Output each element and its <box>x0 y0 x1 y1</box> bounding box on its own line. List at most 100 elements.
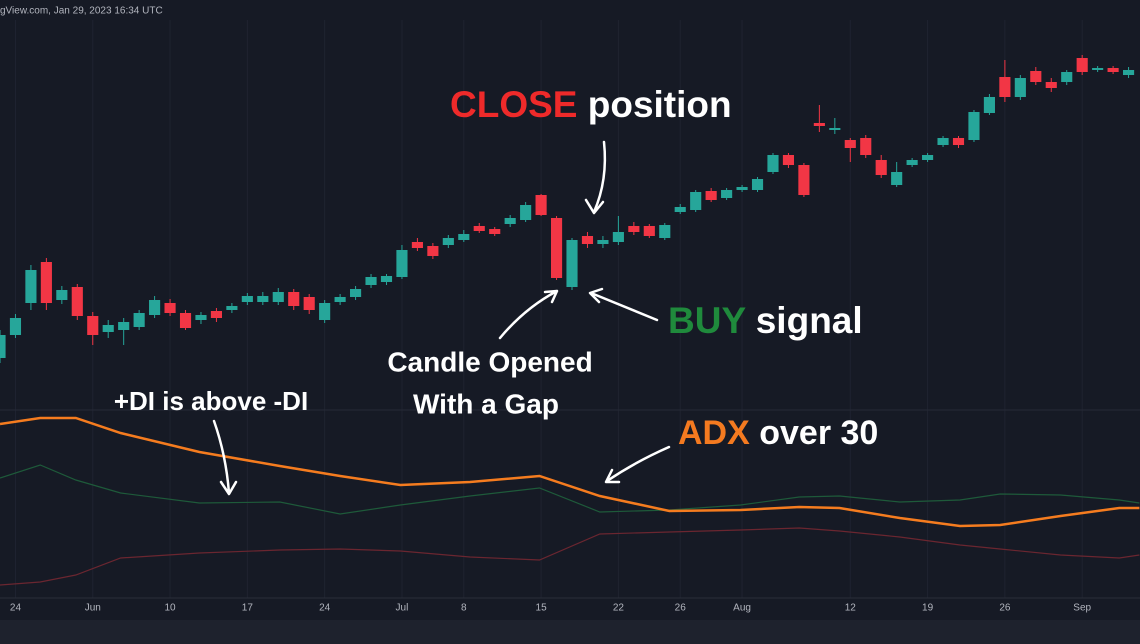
candle-body <box>489 229 501 234</box>
arrow <box>498 289 559 340</box>
x-tick-label: 15 <box>536 603 548 614</box>
x-tick-label: 19 <box>922 603 934 614</box>
gap-line-1: Candle Opened <box>387 346 592 377</box>
candle-body <box>195 315 207 320</box>
candle-body <box>782 155 795 165</box>
candle-body <box>164 303 176 313</box>
candle-body <box>87 316 99 335</box>
candle-body <box>721 190 733 198</box>
candle-body <box>442 238 454 245</box>
header: gView.com, Jan 29, 2023 16:34 UTC <box>0 6 163 17</box>
close-rest: position <box>577 84 731 125</box>
candle-body <box>1014 78 1026 97</box>
arrow <box>588 287 659 322</box>
x-tick-label: 12 <box>845 603 857 614</box>
candle-body <box>210 311 223 318</box>
close-annotation: CLOSE position <box>450 84 732 125</box>
x-tick-label: 24 <box>10 603 22 614</box>
candle-body <box>906 160 918 165</box>
candle-body <box>643 226 655 236</box>
candle-body <box>272 292 284 302</box>
candle-body <box>411 242 423 248</box>
x-tick-label: Sep <box>1073 603 1091 614</box>
candle-body <box>303 297 315 310</box>
candle-body <box>628 226 640 232</box>
buy-rest: signal <box>745 300 862 341</box>
candle-body <box>891 172 903 185</box>
candle-body <box>1122 70 1135 75</box>
candle-body <box>999 77 1011 97</box>
candle-body <box>674 207 686 212</box>
candle-body <box>1092 68 1104 70</box>
candle-body <box>427 246 439 256</box>
candle-body <box>690 192 702 210</box>
candle-body <box>952 138 965 145</box>
candle-body <box>751 179 764 190</box>
candle-body <box>102 325 114 332</box>
close-word: CLOSE <box>450 84 577 125</box>
candle-body <box>179 313 192 328</box>
candle-body <box>922 155 934 160</box>
x-tick-label: 10 <box>164 603 176 614</box>
candle-body <box>334 297 346 302</box>
gap-line-2: With a Gap <box>413 388 559 419</box>
x-tick-label: 26 <box>999 603 1011 614</box>
candle-body <box>1045 82 1057 88</box>
candle-body <box>504 218 516 224</box>
adx-rest: over 30 <box>750 414 879 452</box>
candle-body <box>257 296 269 302</box>
x-tick-label: 26 <box>675 603 687 614</box>
candle-body <box>520 205 532 220</box>
candle-body <box>1030 71 1042 82</box>
candle-body <box>813 123 825 126</box>
candle-body <box>350 289 362 297</box>
x-tick-label: Jun <box>85 603 101 614</box>
candle-body <box>736 187 748 190</box>
candle-body <box>612 232 624 242</box>
candle-body <box>319 303 331 320</box>
buy-word: BUY <box>668 300 746 341</box>
candle-body <box>149 300 161 315</box>
x-tick-label: Aug <box>733 603 751 614</box>
candle-body <box>25 270 37 303</box>
plot-area <box>0 55 1140 586</box>
candle-body <box>829 128 841 130</box>
indicator-line <box>0 416 1140 528</box>
candle-body <box>535 195 547 215</box>
candle-body <box>550 218 563 278</box>
candle-body <box>1061 72 1073 82</box>
candle-body <box>458 234 470 240</box>
candle-body <box>937 138 949 145</box>
candle-body <box>241 296 253 302</box>
candle-body <box>288 292 300 306</box>
candle-body <box>566 240 578 287</box>
x-tick-label: 8 <box>461 603 467 614</box>
candle-body <box>581 236 594 244</box>
candle-body <box>597 240 609 244</box>
candle-body <box>968 112 980 140</box>
adx-annotation: ADX over 30 <box>678 414 878 452</box>
adx-word: ADX <box>678 414 750 452</box>
x-tick-label: 17 <box>242 603 254 614</box>
candle-body <box>705 191 717 200</box>
candle-body <box>983 97 995 113</box>
bottom-bar <box>0 620 1140 644</box>
arrow <box>212 419 238 496</box>
indicator-line <box>0 464 1140 515</box>
arrow <box>604 445 671 484</box>
candle-body <box>659 225 671 238</box>
x-tick-label: 24 <box>319 603 331 614</box>
candle-body <box>1076 58 1088 72</box>
candle-body <box>767 155 779 172</box>
candle-body <box>56 290 68 300</box>
grid <box>14 20 1083 598</box>
candle-body <box>875 160 887 175</box>
candle-body <box>798 165 810 195</box>
candle-body <box>365 277 377 285</box>
di-annotation: +DI is above -DI <box>114 386 308 416</box>
candle-body <box>9 318 22 335</box>
x-tick-label: Jul <box>396 603 409 614</box>
candle-body <box>226 306 238 310</box>
buy-annotation: BUY signal <box>668 300 863 341</box>
